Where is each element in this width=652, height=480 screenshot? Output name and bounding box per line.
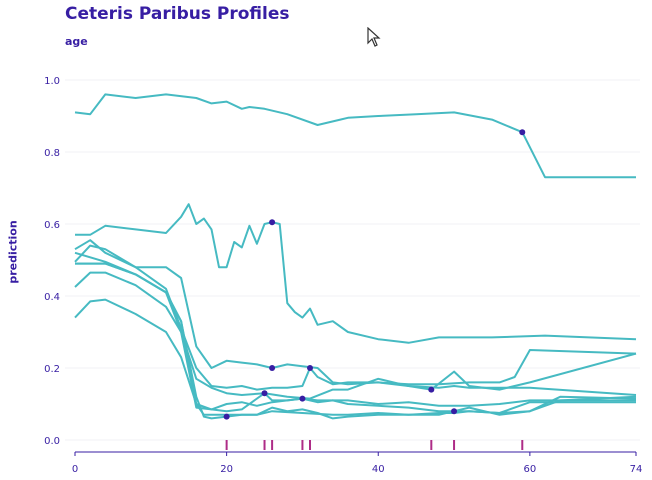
x-axis: 0 20 40 60 74: [72, 451, 643, 475]
profile-line-4: [74, 271, 637, 400]
profile-lines: [74, 93, 637, 420]
x-tick-label-0: 0: [72, 464, 78, 475]
y-tick-labels: 0.0 0.2 0.4 0.6 0.8 1.0: [44, 76, 60, 447]
y-tick-label-3: 0.6: [44, 220, 60, 231]
observation-point-8: [451, 408, 458, 415]
rug-marks: [225, 440, 524, 450]
gridlines: [65, 79, 640, 441]
chart-subtitle: age: [65, 35, 88, 48]
observation-point-7: [223, 413, 230, 420]
y-tick-label-1: 0.2: [44, 364, 60, 375]
observation-point-4: [428, 386, 435, 393]
profile-line-0: [74, 93, 636, 179]
x-tick-label-3: 60: [523, 464, 536, 475]
chart-title: Ceteris Paribus Profiles: [65, 4, 290, 24]
observation-point-0: [519, 129, 526, 136]
x-tick-label-4: 74: [630, 464, 643, 475]
y-tick-label-4: 0.8: [44, 148, 60, 159]
profile-line-5: [74, 298, 636, 413]
observation-point-2: [269, 365, 276, 371]
observation-point-1: [269, 219, 276, 226]
observation-point-5: [261, 390, 268, 397]
profile-line-8: [75, 262, 637, 416]
x-tick-label-1: 20: [220, 464, 233, 475]
y-tick-label-5: 1.0: [44, 76, 60, 87]
observation-points: [223, 129, 526, 420]
y-tick-label-2: 0.4: [44, 292, 60, 303]
profile-line-6: [75, 262, 636, 414]
profile-line-1: [75, 203, 637, 344]
x-tick-label-2: 40: [372, 464, 385, 475]
observation-point-6: [299, 395, 306, 402]
profile-line-2: [74, 239, 637, 386]
observation-point-3: [307, 365, 314, 371]
mouse-cursor-icon: [367, 27, 381, 47]
y-tick-label-0: 0.0: [44, 436, 60, 447]
